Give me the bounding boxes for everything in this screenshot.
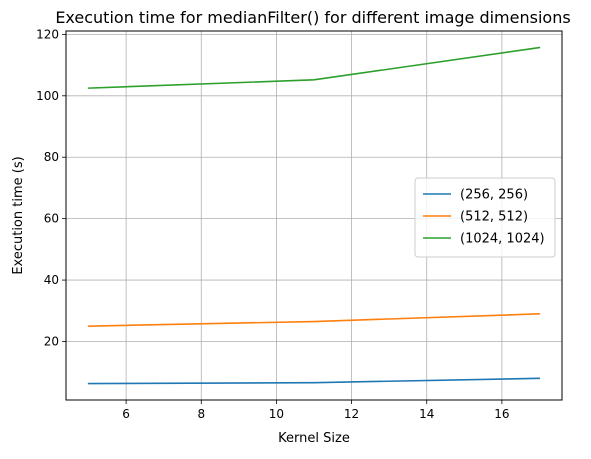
y-axis-label: Execution time (s) xyxy=(11,156,26,274)
x-tick-label: 8 xyxy=(197,407,205,421)
y-tick-label: 120 xyxy=(36,27,59,41)
plot-frame xyxy=(65,30,563,401)
y-tick-label: 60 xyxy=(44,212,59,226)
x-tick-label: 16 xyxy=(494,407,509,421)
series-layer xyxy=(87,46,541,385)
tick-layer: 6 8 10 12 14 16 20 40 60 80 100 120 xyxy=(36,27,509,421)
series-line xyxy=(87,377,541,385)
y-tick-label: 100 xyxy=(36,89,59,103)
legend-label: (512, 512) xyxy=(460,210,528,225)
y-tick-label: 20 xyxy=(44,334,59,348)
x-tick-label: 14 xyxy=(419,407,434,421)
series-line xyxy=(87,313,541,327)
y-tick-label: 40 xyxy=(44,273,59,287)
x-tick-label: 6 xyxy=(122,407,130,421)
series-line xyxy=(87,46,541,89)
chart-title: Execution time for medianFilter() for di… xyxy=(55,8,570,27)
legend-label: (256, 256) xyxy=(460,188,528,203)
legend-label: (1024, 1024) xyxy=(460,232,545,247)
x-tick-label: 10 xyxy=(269,407,284,421)
x-tick-label: 12 xyxy=(344,407,359,421)
x-axis-label: Kernel Size xyxy=(278,431,350,446)
y-tick-label: 80 xyxy=(44,150,59,164)
legend: (256, 256) (512, 512) (1024, 1024) xyxy=(414,177,556,258)
